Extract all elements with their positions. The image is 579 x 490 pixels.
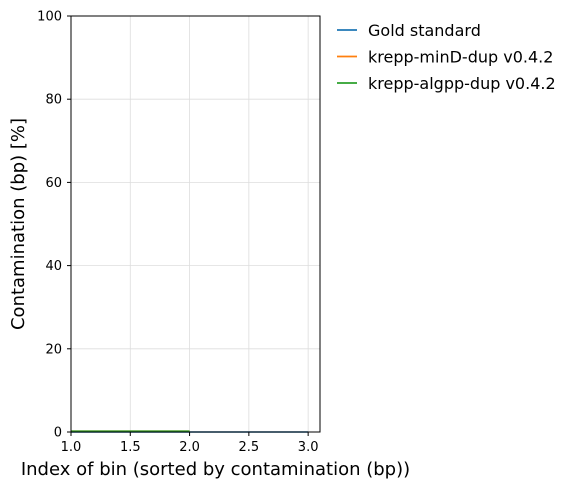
y-tick-label: 0 [54,426,62,441]
y-tick-label: 20 [45,342,62,357]
y-tick-label: 40 [45,259,62,274]
y-tick-label: 60 [45,176,62,191]
x-tick-label: 2.0 [179,440,200,455]
legend-label: krepp-algpp-dup v0.4.2 [368,74,556,93]
x-tick-label: 1.0 [61,440,82,455]
axis-ticks: 1.0 1.5 2.0 2.5 3.0 0 20 40 60 80 100 [37,10,318,456]
x-tick-label: 2.5 [239,440,260,455]
x-axis-label: Index of bin (sorted by contamination (b… [21,459,410,480]
x-tick-label: 3.0 [298,440,319,455]
plot-area [70,15,321,433]
grid [70,15,320,433]
y-tick-label: 100 [37,10,62,25]
legend-label: krepp-minD-dup v0.4.2 [368,48,553,67]
y-tick-label: 80 [45,93,62,108]
legend: Gold standard krepp-minD-dup v0.4.2 krepp-… [337,21,556,93]
legend-label: Gold standard [368,21,481,40]
x-tick-label: 1.5 [120,440,141,455]
y-axis-label: Contamination (bp) [%] [8,118,29,330]
